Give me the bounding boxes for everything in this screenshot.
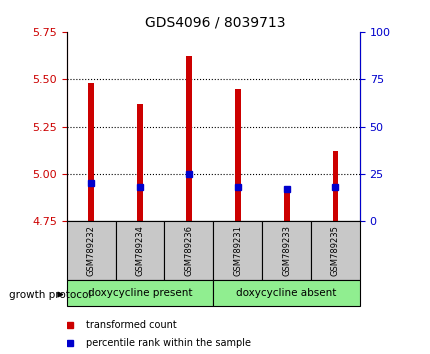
Bar — [213, 280, 359, 306]
Bar — [261, 221, 310, 280]
Bar — [164, 221, 213, 280]
Bar — [137, 104, 143, 221]
Text: doxycycline present: doxycycline present — [88, 288, 192, 298]
Bar — [186, 57, 191, 221]
Bar — [234, 88, 240, 221]
Bar — [67, 221, 115, 280]
Bar — [283, 189, 289, 221]
Bar — [310, 221, 359, 280]
Bar — [67, 280, 213, 306]
Text: transformed count: transformed count — [86, 320, 177, 330]
Text: GSM789233: GSM789233 — [282, 225, 290, 276]
Text: GSM789235: GSM789235 — [330, 225, 339, 276]
Text: GSM789236: GSM789236 — [184, 225, 193, 276]
Text: growth protocol: growth protocol — [9, 290, 91, 299]
Bar — [213, 221, 261, 280]
Text: GSM789232: GSM789232 — [86, 225, 95, 276]
Text: GSM789231: GSM789231 — [233, 225, 242, 276]
Bar — [115, 221, 164, 280]
Text: doxycycline absent: doxycycline absent — [236, 288, 336, 298]
Text: GSM789234: GSM789234 — [135, 225, 144, 276]
Bar — [332, 151, 338, 221]
Bar — [88, 83, 94, 221]
Text: percentile rank within the sample: percentile rank within the sample — [86, 338, 251, 348]
Text: GDS4096 / 8039713: GDS4096 / 8039713 — [145, 16, 285, 30]
